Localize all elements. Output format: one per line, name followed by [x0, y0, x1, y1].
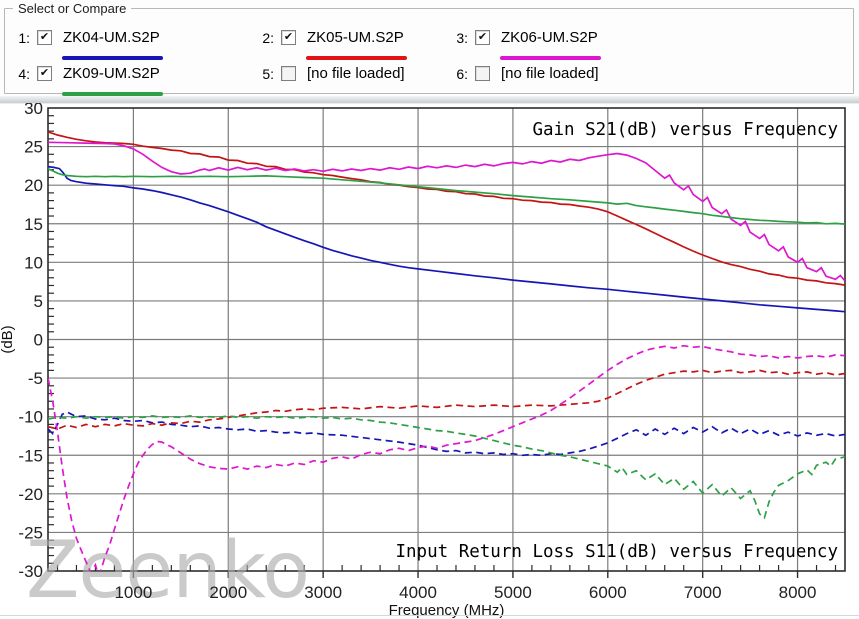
x-tick-label: 7000 — [684, 583, 722, 602]
file-name-label: ZK05-UM.S2P — [307, 29, 404, 47]
curve-zk06-um-s2p-s21 — [48, 141, 845, 282]
curve-zk09-um-s2p-s21 — [48, 167, 845, 225]
file-checkbox-2[interactable]: ✔ — [281, 30, 296, 46]
y-tick-label: -25 — [18, 523, 43, 542]
file-slot-4: 4: ✔ ZK09-UM.S2P — [13, 65, 163, 96]
y-tick-label: 10 — [24, 253, 43, 272]
file-name-label: ZK06-UM.S2P — [501, 29, 598, 47]
file-slot-number: 4: — [18, 65, 30, 82]
x-tick-label: 1000 — [114, 583, 152, 602]
file-slot-1: 1: ✔ ZK04-UM.S2P — [13, 29, 163, 60]
return-loss-title: Input Return Loss S11(dB) versus Frequen… — [395, 542, 838, 562]
trace-color-bar — [500, 56, 601, 60]
curve-zk05-um-s2p-s11 — [48, 369, 845, 430]
x-tick-label: 2000 — [209, 583, 247, 602]
file-slot-number: 5: — [262, 65, 274, 82]
file-checkbox-5[interactable] — [281, 66, 296, 82]
trace-color-bar — [62, 56, 163, 60]
watermark: Zeenko — [26, 526, 309, 616]
file-slot-2: 2: ✔ ZK05-UM.S2P — [257, 29, 407, 60]
y-tick-label: 25 — [24, 138, 43, 157]
file-checkbox-4[interactable]: ✔ — [37, 66, 52, 82]
x-tick-label: 3000 — [304, 583, 342, 602]
file-name-label: [no file loaded] — [501, 65, 599, 83]
file-slot-5: 5: [no file loaded] — [257, 65, 405, 83]
curve-zk04-um-s2p-s21 — [48, 165, 845, 313]
curve-zk04-um-s2p-s11 — [48, 411, 845, 457]
panel-chart-divider — [0, 96, 859, 104]
groupbox-title: Select or Compare — [13, 1, 132, 16]
y-tick-label: -20 — [18, 485, 43, 504]
curve-zk09-um-s2p-s11 — [48, 415, 845, 520]
x-axis-label: Frequency (MHz) — [389, 602, 505, 619]
y-tick-label: -30 — [18, 562, 43, 581]
file-name-label: [no file loaded] — [307, 65, 405, 83]
y-tick-label: 20 — [24, 176, 43, 195]
file-name-label: ZK09-UM.S2P — [63, 65, 160, 83]
y-tick-label: 5 — [34, 292, 43, 311]
x-tick-label: 5000 — [494, 583, 532, 602]
gain-title: Gain S21(dB) versus Frequency — [532, 120, 838, 140]
y-tick-label: -5 — [28, 369, 43, 388]
y-tick-label: -15 — [18, 446, 43, 465]
sparameter-chart: Zeenko Gain S21(dB) versus Frequency Input… — [0, 103, 846, 619]
y-tick-label: -10 — [18, 408, 43, 427]
bottom-border — [0, 615, 859, 616]
file-select-panel: Select or Compare 1: ✔ ZK04-UM.S2P 2: ✔ ZK05-… — [0, 0, 859, 96]
x-tick-label: 8000 — [779, 583, 817, 602]
y-tick-label: 0 — [34, 331, 43, 350]
plot-border — [47, 107, 846, 572]
file-slot-6: 6: [no file loaded] — [451, 65, 599, 83]
file-slot-number: 6: — [456, 65, 468, 82]
file-checkbox-1[interactable]: ✔ — [37, 30, 52, 46]
file-slot-number: 1: — [18, 29, 30, 46]
file-checkbox-3[interactable]: ✔ — [475, 30, 490, 46]
file-slot-number: 3: — [456, 29, 468, 46]
x-tick-label: 6000 — [589, 583, 627, 602]
file-slot-number: 2: — [262, 29, 274, 46]
x-tick-label: 4000 — [399, 583, 437, 602]
trace-color-bar — [306, 56, 407, 60]
trace-color-bar — [62, 92, 163, 96]
y-axis-label: (dB) — [0, 325, 16, 353]
select-or-compare-groupbox: Select or Compare 1: ✔ ZK04-UM.S2P 2: ✔ ZK05-… — [4, 1, 854, 96]
y-tick-label: 15 — [24, 215, 43, 234]
file-slot-3: 3: ✔ ZK06-UM.S2P — [451, 29, 601, 60]
y-tick-label: 30 — [24, 103, 43, 118]
file-checkbox-6[interactable] — [475, 66, 490, 82]
file-name-label: ZK04-UM.S2P — [63, 29, 160, 47]
curve-zk05-um-s2p-s21 — [48, 131, 845, 286]
